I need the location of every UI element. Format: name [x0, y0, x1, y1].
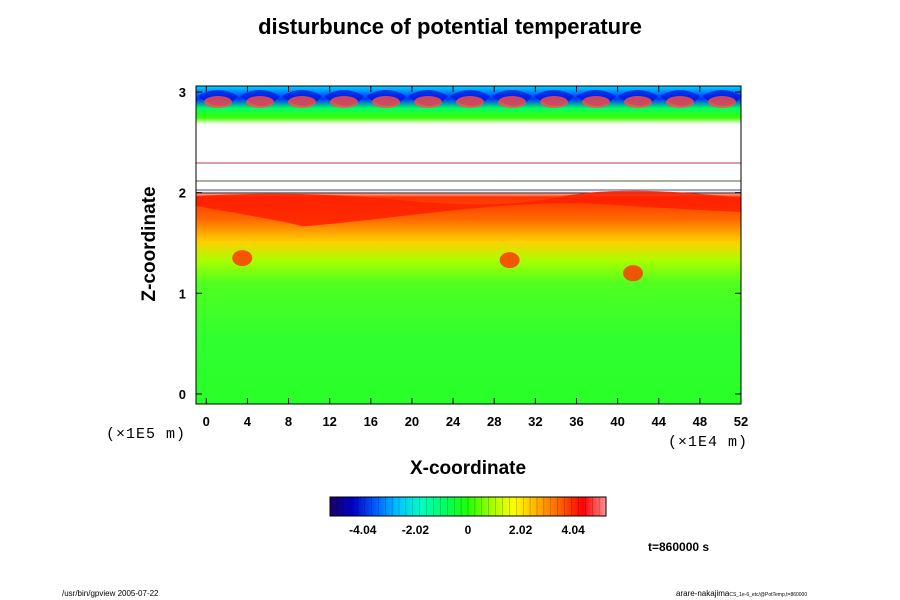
cold-cell-edge: [204, 96, 232, 108]
colorbar-tick-label: -2.02: [402, 523, 430, 537]
x-axis: 0 4 8 12 16 20 24 28 32 36 40 44 48 52: [203, 86, 748, 429]
x-axis-label: X-coordinate: [409, 458, 527, 479]
x-tick-label: 52: [734, 414, 748, 429]
warm-blob: [623, 265, 644, 282]
cold-cell-edge: [582, 96, 610, 108]
warm-blob: [232, 250, 253, 267]
cold-cell-edge: [624, 96, 652, 108]
footer-right-sub: CS_1e-6_etc/@PotTemp,t=860000: [729, 592, 808, 598]
x-tick-label: 12: [322, 414, 336, 429]
undefined-band: [196, 128, 741, 188]
cold-cell-edge: [540, 96, 568, 108]
x-tick-label: 8: [285, 414, 292, 429]
warm-features: [232, 250, 644, 282]
x-tick-label: 0: [203, 414, 210, 429]
x-tick-label: 4: [244, 414, 252, 429]
cold-cells: [198, 90, 742, 108]
x-tick-label: 44: [652, 414, 667, 429]
y-tick-label: 0: [179, 387, 186, 402]
cold-cell-edge: [246, 96, 274, 108]
x-tick-label: 16: [364, 414, 378, 429]
footer-left: /usr/bin/gpview 2005-07-22: [62, 589, 159, 598]
cold-cell-edge: [456, 96, 484, 108]
cold-cell-edge: [708, 96, 736, 108]
x-tick-label: 24: [446, 414, 461, 429]
x-tick-label: 32: [528, 414, 542, 429]
cold-cell-edge: [372, 96, 400, 108]
warm-layer: [196, 190, 741, 227]
x-unit-label: (×1E4 m): [668, 434, 749, 451]
cold-cell-edge: [330, 96, 358, 108]
colorbar: -4.04 -2.02 0 2.02 4.04: [329, 496, 607, 537]
plot-frame: [195, 85, 742, 405]
colorbar-tick-label: -4.04: [349, 523, 377, 537]
footer-right-main: arare-nakajima: [676, 589, 730, 598]
chart-title: disturbunce of potential temperature: [258, 14, 642, 39]
y-unit-label: (×1E5 m): [106, 426, 187, 443]
colorbar-tick-label: 0: [465, 523, 472, 537]
y-tick-label: 2: [179, 186, 186, 201]
x-tick-label: 20: [405, 414, 419, 429]
footer-right: arare-nakajimaCS_1e-6_etc/@PotTemp,t=860…: [676, 589, 807, 598]
x-tick-label: 36: [569, 414, 583, 429]
y-axis: 0 1 2 3: [179, 85, 741, 402]
x-tick-label: 48: [693, 414, 707, 429]
cold-cell-edge: [288, 96, 316, 108]
colorbar-tick-label: 4.04: [562, 523, 586, 537]
y-tick-label: 3: [179, 85, 186, 100]
cold-cell-edge: [414, 96, 442, 108]
y-tick-label: 1: [179, 286, 186, 301]
warm-blob: [499, 252, 520, 269]
cold-cell-edge: [498, 96, 526, 108]
x-tick-label: 28: [487, 414, 501, 429]
cold-cell-edge: [666, 96, 694, 108]
x-tick-label: 40: [610, 414, 624, 429]
time-label: t=860000 s: [648, 540, 710, 554]
colorbar-tick-label: 2.02: [509, 523, 533, 537]
y-axis-label: Z-coordinate: [139, 186, 160, 302]
